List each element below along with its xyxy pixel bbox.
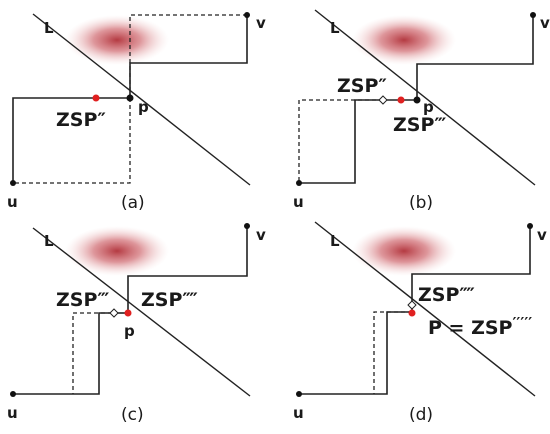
dashed-path bbox=[72, 312, 112, 394]
point-zsp-diamond bbox=[378, 95, 388, 105]
caption-d: (d) bbox=[409, 405, 433, 425]
solid-path-bottom bbox=[299, 99, 383, 184]
label-p: p bbox=[138, 98, 149, 116]
dashed-path bbox=[373, 311, 412, 394]
label-v: v bbox=[256, 226, 266, 244]
label-L: L bbox=[44, 19, 54, 37]
p-eq-main: P = ZSP bbox=[428, 317, 513, 339]
label-v: v bbox=[537, 226, 547, 244]
point-zsp bbox=[92, 94, 100, 102]
label-zsp: ZSP″ bbox=[56, 109, 106, 131]
label-u: u bbox=[293, 193, 304, 211]
obstacle-blob bbox=[65, 15, 169, 65]
label-p-equals-zsp: P = ZSP′′′′′ bbox=[428, 314, 532, 339]
label-p: p bbox=[423, 98, 434, 116]
solid-path-top bbox=[127, 226, 248, 313]
line-L bbox=[314, 9, 536, 186]
label-v: v bbox=[540, 14, 550, 32]
label-zsp-right: ZSP⁗ bbox=[141, 289, 198, 311]
line-L bbox=[32, 227, 251, 397]
point-u bbox=[10, 180, 16, 186]
label-zsp-left: ZSP‴ bbox=[56, 289, 109, 311]
label-zsp-upper: ZSP⁗ bbox=[418, 284, 475, 306]
point-u bbox=[296, 391, 302, 397]
label-zsp-upper: ZSP″ bbox=[337, 75, 387, 97]
solid-path-bottom bbox=[12, 97, 130, 183]
label-L: L bbox=[44, 232, 54, 250]
p-eq-primes: ′′′′′ bbox=[512, 314, 532, 332]
point-v bbox=[244, 223, 250, 229]
solid-path-top bbox=[129, 15, 248, 98]
solid-path-bottom bbox=[13, 312, 112, 395]
solid-path-bottom bbox=[299, 311, 412, 395]
label-L: L bbox=[330, 232, 340, 250]
obstacle-blob bbox=[65, 226, 169, 276]
dashed-path bbox=[298, 99, 383, 183]
label-v: v bbox=[256, 14, 266, 32]
panel-c: L v u p ZSP‴ ZSP⁗ (c) bbox=[7, 223, 266, 425]
point-u bbox=[296, 180, 302, 186]
point-zsp-diamond bbox=[407, 300, 417, 310]
caption-c: (c) bbox=[121, 405, 144, 425]
label-zsp-lower: ZSP‴ bbox=[393, 114, 446, 136]
label-u: u bbox=[7, 193, 18, 211]
dashed-path-top bbox=[129, 14, 247, 98]
label-p: p bbox=[124, 322, 135, 340]
point-zsp-red bbox=[397, 96, 405, 104]
solid-path-top bbox=[416, 15, 534, 100]
dashed-path-bottom bbox=[13, 98, 131, 184]
solid-path-top bbox=[411, 226, 531, 312]
point-p bbox=[126, 94, 134, 102]
point-p bbox=[413, 96, 421, 104]
obstacle-blob bbox=[352, 15, 456, 65]
obstacle-blob bbox=[352, 226, 456, 276]
point-p bbox=[124, 309, 132, 317]
point-u bbox=[10, 391, 16, 397]
label-u: u bbox=[7, 404, 18, 422]
panel-d: L v u ZSP⁗ P = ZSP′′′′′ (d) bbox=[293, 221, 547, 425]
line-L bbox=[32, 13, 251, 186]
line-L bbox=[314, 221, 536, 397]
caption-a: (a) bbox=[121, 193, 145, 213]
point-P bbox=[408, 309, 416, 317]
caption-b: (b) bbox=[409, 193, 433, 213]
point-v bbox=[244, 12, 250, 18]
point-v bbox=[530, 12, 536, 18]
point-zsp-diamond bbox=[109, 308, 119, 318]
label-L: L bbox=[330, 19, 340, 37]
point-v bbox=[527, 223, 533, 229]
panel-b: L v u p ZSP″ ZSP‴ (b) bbox=[293, 9, 550, 213]
panel-a: L v u p ZSP″ (a) bbox=[7, 12, 266, 213]
label-u: u bbox=[293, 404, 304, 422]
